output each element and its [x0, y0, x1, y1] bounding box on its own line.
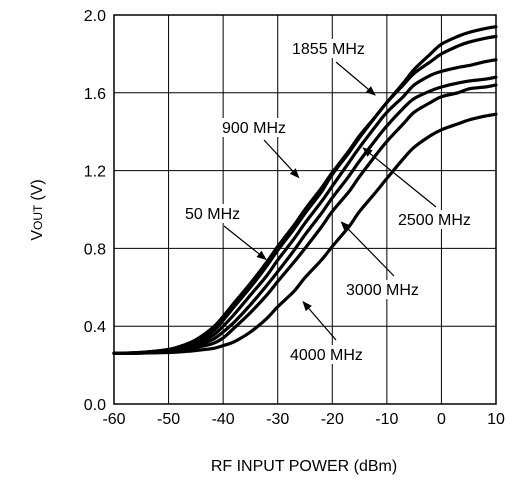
annotation-label-1855-mhz: 1855 MHz — [292, 41, 365, 58]
y-axis-label-main: V — [29, 230, 46, 241]
annotation-arrowhead-2500-mhz — [362, 147, 373, 157]
series-annotations: 1855 MHz 900 MHz 50 MHz 2500 MHz 3000 MHz 400… — [183, 39, 474, 364]
series-line-2500-mhz — [112, 75, 498, 355]
annotation-bg-50-mhz — [183, 204, 243, 223]
y-axis-label-sub: OUT — [31, 204, 45, 230]
tick-labels: -60 -50 -40 -30 -20 -10 0 10 0.0 0.4 0.8 1.2 1.6 2.0 — [84, 8, 505, 428]
annotation-arrow-50-mhz — [223, 225, 260, 255]
x-tick-label-6: 0 — [437, 411, 446, 428]
annotation-arrow-1855-mhz — [335, 61, 369, 90]
annotation-arrowhead-3000-mhz — [340, 221, 351, 232]
series-lines — [112, 25, 498, 355]
x-tick-label-7: 10 — [487, 411, 505, 428]
x-tick-label-3: -30 — [266, 411, 289, 428]
y-tick-label-0: 0.0 — [84, 397, 106, 414]
y-tick-label-5: 2.0 — [84, 8, 106, 25]
y-axis-label: VOUT (V) — [29, 179, 46, 240]
annotation-arrow-900-mhz — [263, 139, 294, 172]
annotation-bg-1855-mhz — [290, 39, 368, 58]
annotation-label-3000-mhz: 3000 MHz — [346, 282, 419, 299]
plot-frame — [113, 14, 497, 405]
annotation-bg-3000-mhz — [344, 280, 422, 299]
annotation-label-900-mhz: 900 MHz — [222, 120, 286, 137]
annotation-arrowhead-50-mhz — [256, 250, 267, 261]
annotation-label-4000-mhz: 4000 MHz — [290, 347, 363, 364]
annotation-label-2500-mhz: 2500 MHz — [398, 212, 471, 229]
annotation-arrow-3000-mhz — [347, 227, 395, 277]
annotation-arrowhead-900-mhz — [289, 168, 300, 179]
x-tick-label-5: -10 — [375, 411, 398, 428]
y-tick-label-2: 0.8 — [84, 241, 106, 258]
y-axis-label-unit: (V) — [29, 179, 46, 200]
annotation-bg-4000-mhz — [288, 345, 366, 364]
x-tick-label-1: -50 — [157, 411, 180, 428]
annotation-bg-2500-mhz — [396, 210, 474, 229]
series-line-3000-mhz — [112, 83, 498, 355]
series-line-900-mhz — [112, 25, 498, 355]
y-tick-label-4: 1.6 — [84, 86, 106, 103]
y-tick-label-1: 0.4 — [84, 319, 106, 336]
annotation-arrow-2500-mhz — [369, 153, 437, 208]
annotation-bg-900-mhz — [220, 118, 289, 137]
annotation-label-50-mhz: 50 MHz — [185, 206, 240, 223]
plot-border — [113, 14, 497, 405]
annotation-arrowhead-4000-mhz — [302, 300, 312, 312]
x-tick-label-4: -20 — [321, 411, 344, 428]
x-tick-label-2: -40 — [212, 411, 235, 428]
annotation-arrowhead-1855-mhz — [365, 86, 376, 96]
annotation-arrow-4000-mhz — [308, 308, 337, 341]
series-line-4000-mhz — [112, 112, 498, 355]
x-axis-label: RF INPUT POWER (dBm) — [211, 458, 397, 475]
x-tick-label-0: -60 — [102, 411, 125, 428]
series-line-50-mhz — [112, 34, 498, 355]
series-line-1855-mhz — [112, 58, 498, 355]
y-tick-label-3: 1.2 — [84, 164, 106, 181]
